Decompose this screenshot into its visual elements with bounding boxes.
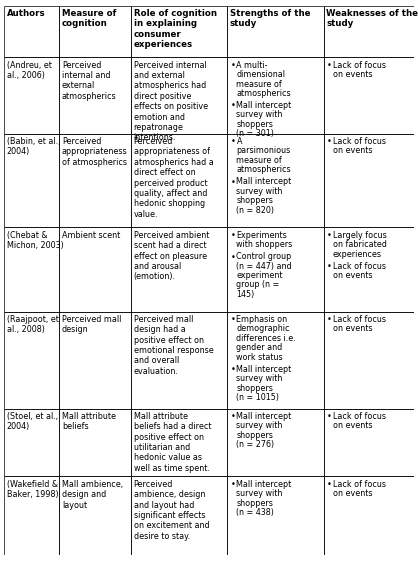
- Text: Weaknesses of the
study: Weaknesses of the study: [326, 9, 418, 28]
- Text: •: •: [231, 315, 236, 324]
- Text: Authors: Authors: [7, 9, 45, 18]
- Text: Perceived ambient
scent had a direct
effect on pleasure
and arousal
(emotion).: Perceived ambient scent had a direct eff…: [134, 231, 209, 282]
- Text: experiences: experiences: [333, 250, 382, 259]
- Text: Perceived
appropriateness
of atmospherics: Perceived appropriateness of atmospheric…: [62, 137, 127, 167]
- Text: measure of: measure of: [237, 80, 282, 89]
- Text: (n = 820): (n = 820): [237, 206, 275, 215]
- Text: survey with: survey with: [237, 421, 283, 430]
- Text: dimensional: dimensional: [237, 70, 285, 79]
- Text: on events: on events: [333, 146, 372, 155]
- Text: Mall intercept: Mall intercept: [237, 365, 292, 374]
- Text: Mall attribute
beliefs: Mall attribute beliefs: [62, 412, 116, 431]
- Text: shoppers: shoppers: [237, 120, 273, 129]
- Text: (n = 447) and: (n = 447) and: [237, 261, 292, 270]
- Text: A: A: [237, 137, 242, 146]
- Text: Perceived mall
design had a
positive effect on
emotional response
and overall
ev: Perceived mall design had a positive eff…: [134, 315, 213, 376]
- Text: Lack of focus: Lack of focus: [333, 137, 386, 146]
- Text: Perceived mall
design: Perceived mall design: [62, 315, 121, 334]
- Text: Mall intercept: Mall intercept: [237, 412, 292, 421]
- Text: Control group: Control group: [237, 252, 292, 261]
- Text: survey with: survey with: [237, 489, 283, 498]
- Text: •: •: [231, 137, 236, 146]
- Text: Mall intercept: Mall intercept: [237, 101, 292, 110]
- Text: •: •: [231, 252, 236, 261]
- Text: experiment: experiment: [237, 271, 283, 280]
- Text: on events: on events: [333, 421, 372, 430]
- Text: atmospherics: atmospherics: [237, 89, 291, 98]
- Text: Lack of focus: Lack of focus: [333, 61, 386, 70]
- Text: demographic: demographic: [237, 324, 290, 333]
- Text: survey with: survey with: [237, 187, 283, 196]
- Text: (n = 301): (n = 301): [237, 130, 274, 139]
- Text: Mall attribute
beliefs had a direct
positive effect on
utilitarian and
hedonic v: Mall attribute beliefs had a direct posi…: [134, 412, 211, 473]
- Text: (Raajpoot, et
al., 2008): (Raajpoot, et al., 2008): [7, 315, 59, 334]
- Text: work status: work status: [237, 353, 283, 362]
- Text: •: •: [327, 61, 332, 70]
- Text: Lack of focus: Lack of focus: [333, 261, 386, 270]
- Text: shoppers: shoppers: [237, 384, 273, 393]
- Text: on events: on events: [333, 489, 372, 498]
- Text: Mall intercept: Mall intercept: [237, 480, 292, 489]
- Text: A multi-: A multi-: [237, 61, 268, 70]
- Text: •: •: [231, 412, 236, 421]
- Text: (n = 276): (n = 276): [237, 440, 275, 449]
- Text: •: •: [231, 365, 236, 374]
- Text: Lack of focus: Lack of focus: [333, 412, 386, 421]
- Text: Perceived
internal and
external
atmospherics: Perceived internal and external atmosphe…: [62, 61, 117, 101]
- Text: •: •: [327, 137, 332, 146]
- Text: (Chebat &
Michon, 2003): (Chebat & Michon, 2003): [7, 231, 64, 250]
- Text: •: •: [231, 231, 236, 240]
- Text: atmospherics: atmospherics: [237, 165, 291, 174]
- Text: Perceived
ambience, design
and layout had
significant effects
on excitement and
: Perceived ambience, design and layout ha…: [134, 480, 209, 541]
- Text: (n = 1015): (n = 1015): [237, 393, 280, 402]
- Text: shoppers: shoppers: [237, 499, 273, 508]
- Text: Experiments: Experiments: [237, 231, 287, 240]
- Text: on events: on events: [333, 271, 372, 280]
- Text: Role of cognition
in explaining
consumer
experiences: Role of cognition in explaining consumer…: [134, 9, 217, 49]
- Text: (Stoel, et al.,
2004): (Stoel, et al., 2004): [7, 412, 58, 431]
- Text: parsimonious: parsimonious: [237, 146, 291, 155]
- Text: Mall ambience,
design and
layout: Mall ambience, design and layout: [62, 480, 123, 509]
- Text: Mall intercept: Mall intercept: [237, 177, 292, 186]
- Text: shoppers: shoppers: [237, 196, 273, 205]
- Text: •: •: [327, 412, 332, 421]
- Text: shoppers: shoppers: [237, 431, 273, 440]
- Text: on fabricated: on fabricated: [333, 240, 387, 249]
- Text: with shoppers: with shoppers: [237, 240, 293, 249]
- Text: •: •: [231, 61, 236, 70]
- Text: Largely focus: Largely focus: [333, 231, 387, 240]
- Text: on events: on events: [333, 70, 372, 79]
- Text: Perceived
appropriateness of
atmospherics had a
direct effect on
perceived produ: Perceived appropriateness of atmospheric…: [134, 137, 213, 219]
- Text: (Andreu, et
al., 2006): (Andreu, et al., 2006): [7, 61, 51, 80]
- Text: group (n =: group (n =: [237, 280, 280, 289]
- Text: measure of: measure of: [237, 156, 282, 165]
- Text: gender and: gender and: [237, 343, 283, 352]
- Text: •: •: [327, 231, 332, 240]
- Text: (n = 438): (n = 438): [237, 508, 274, 517]
- Text: 145): 145): [237, 290, 255, 299]
- Text: •: •: [327, 480, 332, 489]
- Text: •: •: [327, 262, 332, 271]
- Text: •: •: [231, 480, 236, 489]
- Text: survey with: survey with: [237, 111, 283, 119]
- Text: Strengths of the
study: Strengths of the study: [230, 9, 311, 28]
- Text: Ambient scent: Ambient scent: [62, 231, 120, 240]
- Text: (Babin, et al.,
2004): (Babin, et al., 2004): [7, 137, 60, 157]
- Text: Perceived internal
and external
atmospherics had
direct positive
effects on posi: Perceived internal and external atmosphe…: [134, 61, 208, 142]
- Text: •: •: [231, 102, 236, 111]
- Text: (Wakefield &
Baker, 1998): (Wakefield & Baker, 1998): [7, 480, 58, 499]
- Text: •: •: [327, 315, 332, 324]
- Text: Emphasis on: Emphasis on: [237, 315, 288, 324]
- Text: Measure of
cognition: Measure of cognition: [62, 9, 116, 28]
- Text: Lack of focus: Lack of focus: [333, 480, 386, 489]
- Text: •: •: [231, 178, 236, 187]
- Text: differences i.e.: differences i.e.: [237, 334, 296, 343]
- Text: on events: on events: [333, 324, 372, 333]
- Text: survey with: survey with: [237, 374, 283, 383]
- Text: Lack of focus: Lack of focus: [333, 315, 386, 324]
